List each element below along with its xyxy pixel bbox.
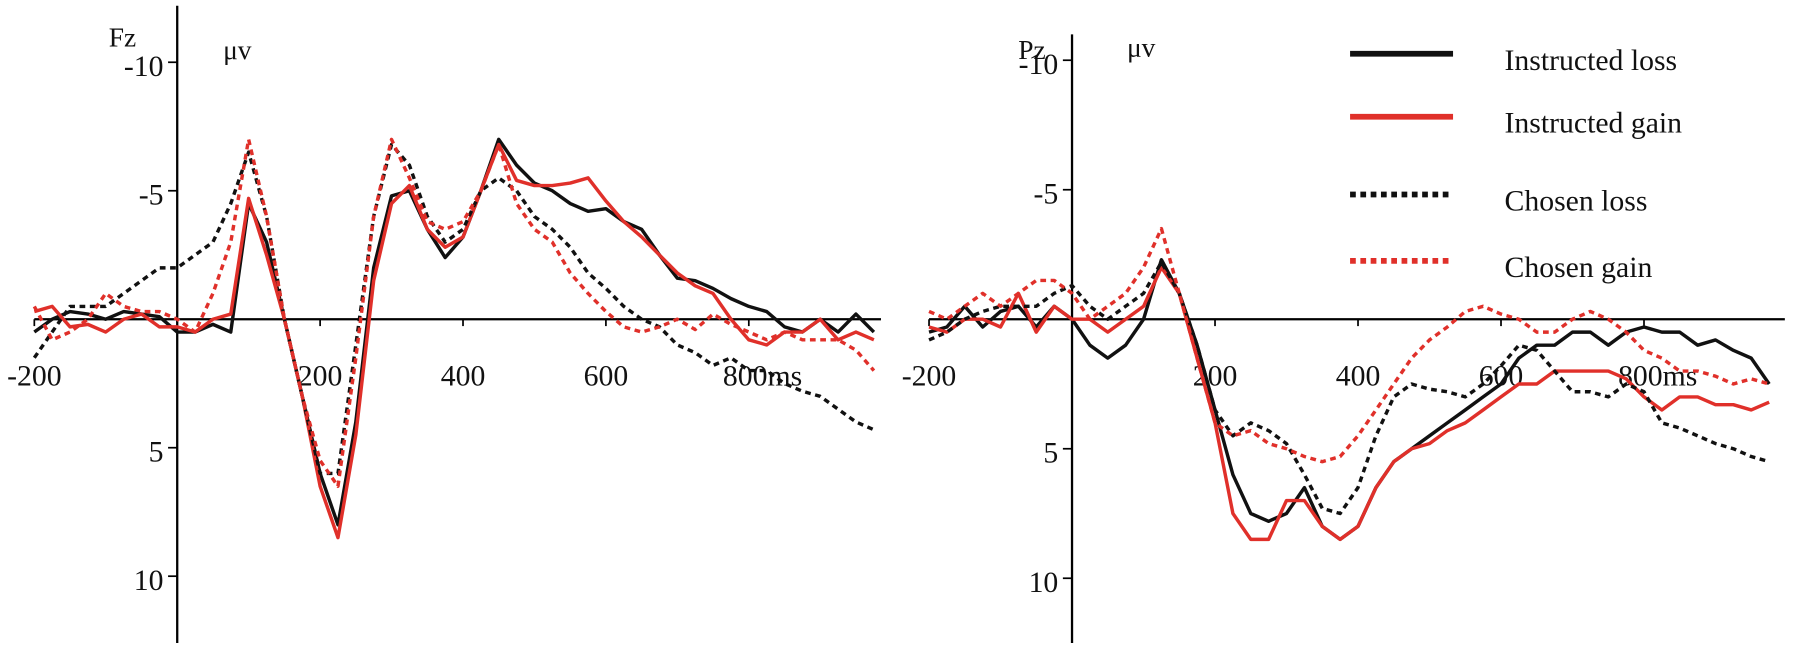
y-tick-label: 5 [149,435,164,468]
x-tick-label: -200 [902,360,957,393]
series-line [33,142,875,540]
x-axis-label: Fz [109,22,136,52]
y-tick-label: -5 [139,178,164,211]
series-line [32,137,876,488]
y-tick-label: 10 [1029,566,1059,599]
x-tick-label: 200 [298,360,343,393]
legend-label: Chosen loss [1505,184,1648,217]
y-tick-label: -10 [1019,48,1059,81]
series-line [928,258,1771,542]
y-axis-label: μv [1127,33,1156,63]
legend-label: Chosen gain [1505,251,1653,284]
x-tick-label: 800ms [1618,360,1697,393]
x-axis-label: Pz [1018,35,1045,65]
y-tick-label: -5 [1034,177,1059,210]
series-line [32,142,875,476]
legend-label: Instructed gain [1505,107,1683,140]
y-tick-label: 10 [134,564,164,597]
y-tick-label: -10 [124,50,164,83]
x-tick-label: 400 [1336,360,1381,393]
x-tick-label: -200 [7,360,62,393]
x-tick-label: 600 [584,360,629,393]
legend-label: Instructed loss [1505,44,1678,77]
series-line [928,265,1770,542]
series-line [33,137,876,527]
y-axis-label: μv [223,35,252,65]
y-tick-label: 5 [1043,436,1058,469]
x-tick-label: 400 [441,360,486,393]
series-line [928,226,1770,464]
